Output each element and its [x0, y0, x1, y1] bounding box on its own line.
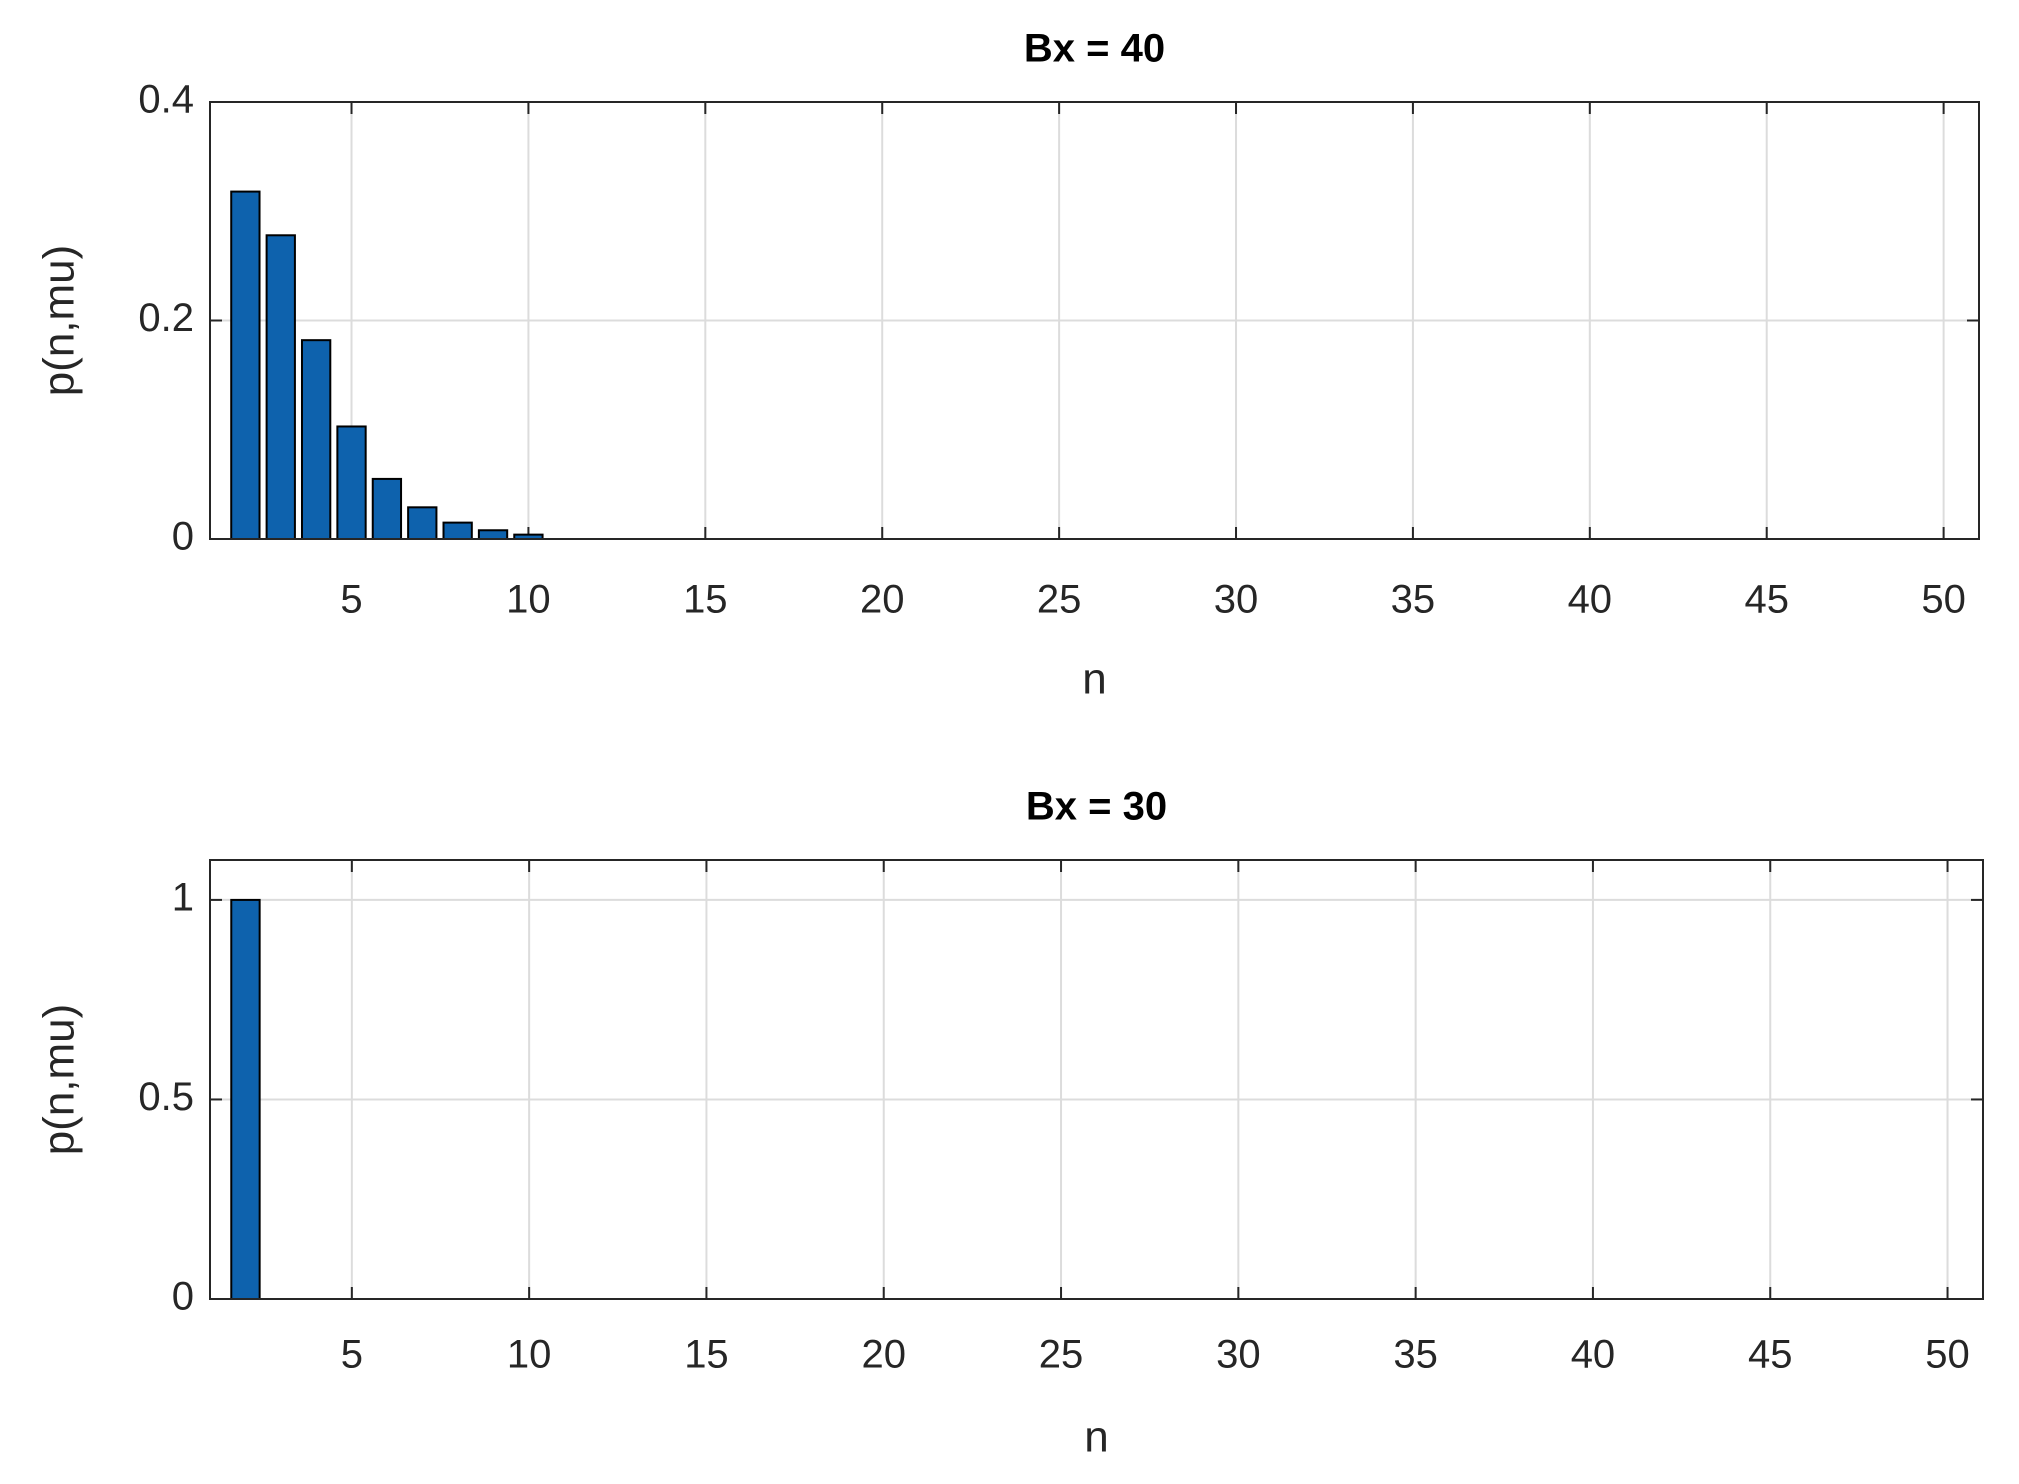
x-tick-label: 25: [1037, 578, 1082, 622]
bar: [407, 506, 438, 541]
x-tick-label: 5: [340, 578, 362, 622]
y-tick-label: 0.4: [138, 78, 194, 122]
bar: [371, 477, 403, 541]
bar: [265, 234, 296, 540]
x-tick-label: 45: [1748, 1333, 1793, 1377]
x-tick-label: 10: [507, 1333, 552, 1377]
y-tick-label: 0: [172, 515, 194, 559]
x-tick-label: 45: [1744, 578, 1789, 622]
x-tick-label: 50: [1921, 578, 1966, 622]
y-tick-label: 0.2: [138, 296, 194, 340]
axes-box: [209, 101, 1980, 540]
y-tick-label: 1: [172, 875, 194, 919]
bar: [230, 898, 261, 1301]
x-tick-label: 30: [1214, 578, 1259, 622]
axes-box: [209, 859, 1984, 1300]
bar: [477, 529, 509, 541]
x-axis-label: n: [1082, 655, 1106, 704]
x-tick-label: 50: [1925, 1333, 1970, 1377]
x-tick-label: 30: [1216, 1333, 1261, 1377]
subplot: 0 0.2 0.4 5 10 15 20 25 30 35 40 45 50 Bx = 40 n p(n,mu…: [35, 27, 1980, 704]
y-tick-label: 0.5: [138, 1075, 194, 1119]
x-tick-label: 35: [1391, 578, 1436, 622]
x-tick-label: 20: [861, 1333, 906, 1377]
x-axis-label: n: [1084, 1413, 1108, 1462]
x-tick-label: 20: [860, 578, 905, 622]
x-tick-label: 40: [1571, 1333, 1616, 1377]
y-axis-label: p(n,mu): [35, 245, 84, 397]
plot-area: [210, 860, 1983, 1299]
x-tick-label: 15: [684, 1333, 729, 1377]
x-tick-label: 40: [1568, 578, 1613, 622]
x-tick-label: 25: [1039, 1333, 1084, 1377]
bar: [336, 425, 367, 540]
y-axis-label: p(n,mu): [35, 1004, 84, 1156]
y-tick-label: 0: [172, 1275, 194, 1319]
bar: [442, 521, 473, 540]
chart-title: Bx = 40: [1024, 27, 1165, 71]
x-tick-label: 10: [506, 578, 551, 622]
x-tick-label: 5: [341, 1333, 363, 1377]
bar: [300, 339, 332, 541]
bar: [230, 190, 261, 541]
x-tick-label: 35: [1393, 1333, 1438, 1377]
chart-title: Bx = 30: [1026, 785, 1167, 829]
x-tick-label: 15: [683, 578, 728, 622]
